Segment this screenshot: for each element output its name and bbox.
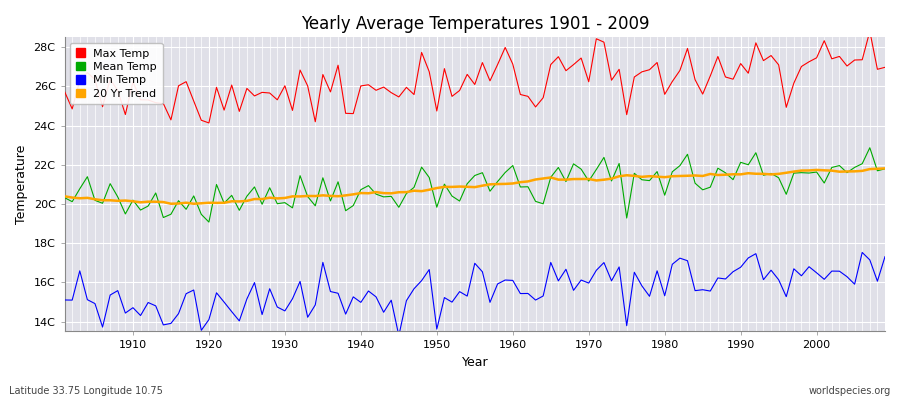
Title: Yearly Average Temperatures 1901 - 2009: Yearly Average Temperatures 1901 - 2009 xyxy=(301,15,649,33)
X-axis label: Year: Year xyxy=(462,356,488,369)
Y-axis label: Temperature: Temperature xyxy=(15,145,28,224)
Text: worldspecies.org: worldspecies.org xyxy=(809,386,891,396)
Text: Latitude 33.75 Longitude 10.75: Latitude 33.75 Longitude 10.75 xyxy=(9,386,163,396)
Legend: Max Temp, Mean Temp, Min Temp, 20 Yr Trend: Max Temp, Mean Temp, Min Temp, 20 Yr Tre… xyxy=(70,43,163,104)
